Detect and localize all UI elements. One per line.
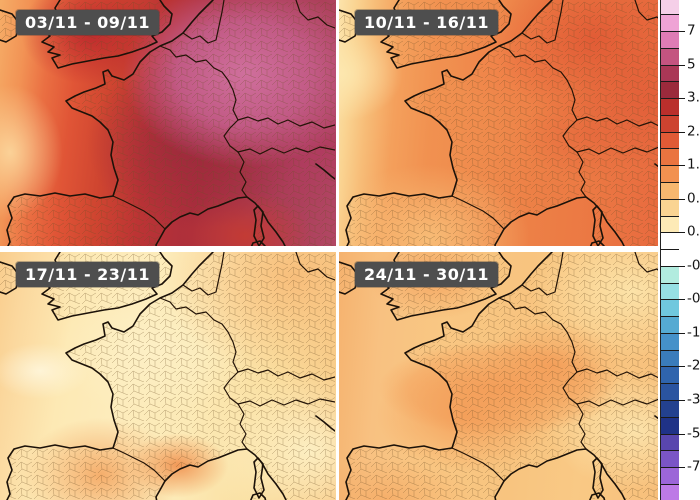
colorbar-segment <box>661 383 679 401</box>
country-borders <box>112 252 335 482</box>
colorbar-tick <box>661 483 679 485</box>
colorbar-segment <box>661 14 679 32</box>
colorbar-tick-label: 5 <box>687 56 696 73</box>
colorbar-tick <box>661 81 679 83</box>
colorbar-segment <box>661 467 679 485</box>
colorbar-tick <box>661 399 685 401</box>
colorbar-bar <box>660 0 685 500</box>
colorbar-tick <box>661 31 685 33</box>
colorbar-segment <box>661 232 679 250</box>
colorbar-tick-label: -0.25 <box>687 257 700 274</box>
colorbar-segment <box>661 299 679 317</box>
europe-map-graphic <box>339 0 658 246</box>
colorbar-tick <box>661 181 679 183</box>
colorbar-tick-label: 2.5 <box>687 123 700 140</box>
colorbar-tick-label: 0.25 <box>687 223 700 240</box>
colorbar-segment <box>661 316 679 334</box>
colorbar-tick <box>661 265 685 267</box>
colorbar-segment <box>661 249 679 267</box>
panel-date-label-week4: 24/11 - 30/11 <box>355 262 499 288</box>
department-boundaries-texture <box>0 252 335 500</box>
colorbar-tick-label: -1.5 <box>687 324 700 341</box>
colorbar-segment <box>661 165 679 183</box>
map-panel-week2: 10/11 - 16/11 <box>339 0 658 246</box>
colorbar-segment <box>661 198 679 216</box>
colorbar-segment <box>661 332 679 351</box>
colorbar-tick <box>661 332 685 334</box>
colorbar-tick-label: -0.75 <box>687 291 700 308</box>
colorbar-tick <box>661 416 679 418</box>
colorbar-segment <box>661 64 679 82</box>
colorbar-segment <box>661 399 679 418</box>
map-panel-week3: 17/11 - 23/11 <box>0 252 336 500</box>
colorbar-tick <box>661 366 685 368</box>
colorbar-segment <box>661 148 679 166</box>
colorbar-segment <box>661 81 679 99</box>
colorbar-tick <box>661 467 685 469</box>
colorbar-segment <box>661 98 679 116</box>
panel-date-label-week2: 10/11 - 16/11 <box>355 10 499 36</box>
colorbar-tick-label: -7 <box>687 458 700 475</box>
colorbar-tick <box>661 198 685 200</box>
colorbar-tick <box>661 215 679 217</box>
colorbar-tick-label: 3.5 <box>687 89 700 106</box>
europe-map-graphic <box>339 252 658 500</box>
colorbar-tick <box>661 114 679 116</box>
colorbar-tick-label: 1.5 <box>687 156 700 173</box>
colorbar-segment <box>661 181 679 200</box>
colorbar-tick <box>661 383 679 385</box>
colorbar-tick-label: 0.75 <box>687 190 700 207</box>
colorbar-segment <box>661 131 679 149</box>
colorbar-tick-label: -2.5 <box>687 358 700 375</box>
colorbar-tick <box>661 299 685 301</box>
colorbar-tick <box>661 47 679 49</box>
colorbar-tick <box>661 316 679 318</box>
colorbar-segment <box>661 433 679 451</box>
colorbar-tick <box>661 131 685 133</box>
colorbar-segment <box>661 450 679 468</box>
country-borders <box>451 252 658 482</box>
colorbar-segment <box>661 47 679 66</box>
colorbar-tick <box>661 433 685 435</box>
colorbar-segment <box>661 31 679 49</box>
colorbar-tick <box>661 282 679 284</box>
department-boundaries-texture <box>0 0 335 246</box>
panel-date-label-week1: 03/11 - 09/11 <box>16 10 160 36</box>
country-borders <box>112 0 335 230</box>
colorbar-tick <box>661 165 685 167</box>
colorbar-tick <box>661 98 685 100</box>
colorbar-tick <box>661 148 679 150</box>
colorbar-legend: 7 5 3.5 2.5 1.5 0.75 0.25 -0.25 -0.75 -1.5 -2.5 -3.… <box>658 0 700 500</box>
colorbar-segment <box>661 0 679 15</box>
map-panel-week4: 24/11 - 30/11 <box>339 252 658 500</box>
colorbar-tick <box>661 349 679 351</box>
colorbar-segment <box>661 265 679 284</box>
colorbar-segment <box>661 416 679 435</box>
coastlines <box>0 252 335 500</box>
colorbar-tick <box>661 249 679 251</box>
colorbar-tick <box>661 450 679 452</box>
colorbar-segment <box>661 349 679 367</box>
colorbar-tick <box>661 14 679 16</box>
country-borders <box>451 0 658 230</box>
map-panel-week1: 03/11 - 09/11 <box>0 0 336 246</box>
colorbar-segment <box>661 483 679 500</box>
colorbar-segment <box>661 366 679 384</box>
colorbar-tick-label: -5 <box>687 425 700 442</box>
colorbar-tick <box>661 232 685 234</box>
europe-map-graphic <box>0 0 335 246</box>
panel-date-label-week3: 17/11 - 23/11 <box>16 262 160 288</box>
colorbar-segment <box>661 215 679 233</box>
colorbar-tick-label: 7 <box>687 22 696 39</box>
colorbar-tick-label: -3.5 <box>687 391 700 408</box>
europe-map-graphic <box>0 252 335 500</box>
colorbar-segment <box>661 282 679 300</box>
colorbar-segment <box>661 114 679 133</box>
colorbar-tick <box>661 64 685 66</box>
